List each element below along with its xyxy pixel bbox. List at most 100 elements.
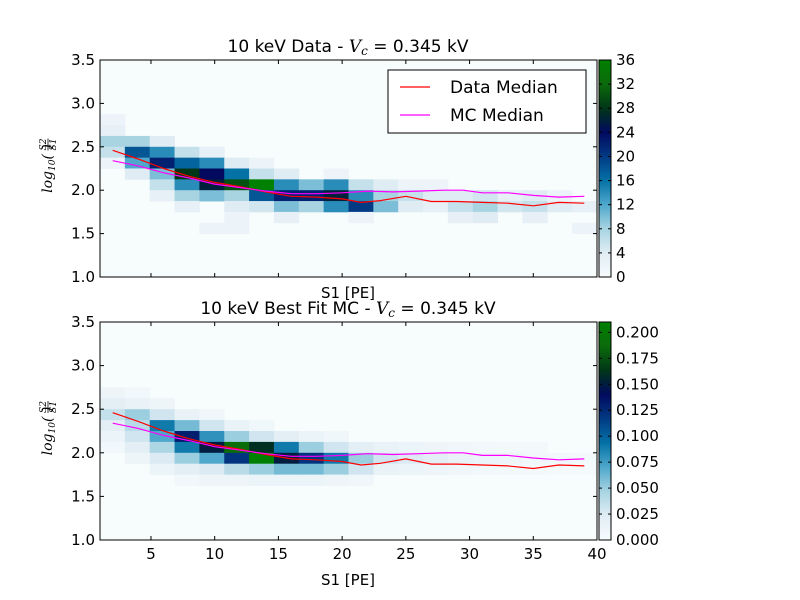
heatmap-cell bbox=[696, 201, 721, 212]
heatmap-cell bbox=[398, 179, 424, 191]
heatmap-cell bbox=[124, 452, 151, 465]
heatmap-cell bbox=[348, 463, 374, 475]
heatmap-cell bbox=[547, 452, 573, 465]
heatmap-cell bbox=[124, 146, 151, 159]
colorbar-tick-label: 0.200 bbox=[616, 323, 659, 341]
heatmap-cell bbox=[249, 201, 275, 213]
colorbar: 0 4 8 12 16 20 24 28 32 36 bbox=[598, 51, 635, 286]
legend-label: MC Median bbox=[450, 106, 544, 126]
heatmap-cell bbox=[273, 441, 300, 454]
heatmap-cell bbox=[348, 201, 374, 213]
heatmap-cell bbox=[124, 157, 151, 169]
heatmap-cell bbox=[199, 431, 225, 443]
heatmap-cell bbox=[224, 179, 250, 191]
heatmap-cell bbox=[572, 201, 597, 213]
heatmap-cell bbox=[497, 463, 523, 475]
y-axis-label: log10( )S2 S1 bbox=[39, 138, 59, 193]
heatmap-cell bbox=[398, 190, 424, 202]
x-tick-label: 25 bbox=[396, 545, 415, 563]
heatmap-cell bbox=[273, 463, 300, 475]
heatmap-cell bbox=[224, 431, 250, 443]
heatmap-cell bbox=[323, 474, 349, 486]
data-median-line bbox=[112, 412, 585, 470]
heatmap-cell bbox=[100, 398, 126, 410]
y-tick-label: 3.0 bbox=[71, 357, 95, 375]
heatmap-cell bbox=[249, 463, 275, 475]
heatmap-cell bbox=[373, 179, 399, 191]
heatmap-cell bbox=[199, 409, 225, 421]
heatmap-cell bbox=[249, 452, 275, 465]
heatmap-cell bbox=[174, 409, 200, 421]
mc-median-line bbox=[112, 422, 585, 461]
heatmap-cell bbox=[348, 179, 374, 191]
colorbar-tick-label: 20 bbox=[616, 147, 635, 165]
heatmap-cell bbox=[124, 135, 151, 148]
heatmap-cell bbox=[149, 168, 175, 180]
heatmap-cell bbox=[224, 157, 250, 169]
heatmap-cell bbox=[149, 452, 175, 465]
heatmap-cell bbox=[100, 146, 126, 159]
x-tick-label: 5 bbox=[146, 545, 156, 563]
heatmap-cell bbox=[447, 463, 474, 475]
colorbar-tick-label: 16 bbox=[616, 172, 635, 190]
heatmap-cell bbox=[423, 463, 449, 475]
heatmap-cell bbox=[273, 431, 300, 443]
heatmap-cell bbox=[721, 201, 746, 212]
heatmap-cell bbox=[199, 420, 225, 432]
heatmap-cell bbox=[100, 114, 126, 126]
heatmap-cell bbox=[447, 190, 474, 202]
heatmap-cell bbox=[423, 201, 449, 213]
y-tick-label: 2.5 bbox=[71, 400, 95, 418]
heatmap-cell bbox=[199, 157, 225, 169]
heatmap-cell bbox=[423, 452, 449, 465]
heatmap-cell bbox=[298, 452, 325, 465]
colorbar-tick-label: 32 bbox=[616, 75, 635, 93]
heatmap-cell bbox=[298, 431, 325, 443]
heatmap-cell bbox=[149, 190, 175, 202]
heatmap-cell bbox=[373, 441, 399, 454]
heatmap-cell bbox=[447, 201, 474, 213]
heatmap-cell bbox=[472, 452, 498, 465]
heatmap-cell bbox=[199, 179, 225, 191]
heatmap-cell bbox=[423, 190, 449, 202]
heatmap-cell bbox=[472, 211, 498, 224]
axes-frame bbox=[99, 59, 598, 278]
heatmap-cell bbox=[298, 463, 325, 475]
y-axis-label-fraction: S2 S1 bbox=[39, 401, 59, 413]
heatmap-cell bbox=[174, 420, 200, 432]
heatmap-cell bbox=[100, 125, 126, 137]
y-tick-label: 1.0 bbox=[71, 531, 95, 549]
heatmap-cell bbox=[323, 201, 349, 213]
colorbar-scale bbox=[598, 59, 612, 278]
heatmap-cell bbox=[174, 190, 200, 202]
heatmap-cell bbox=[249, 157, 275, 169]
heatmap-cell bbox=[373, 452, 399, 465]
heatmap-cell bbox=[497, 452, 523, 465]
heatmap-cell bbox=[298, 190, 325, 202]
heatmap-cell bbox=[249, 190, 275, 202]
heatmap-cell bbox=[323, 168, 349, 180]
heatmap-cell bbox=[224, 474, 250, 486]
heatmap-cell bbox=[249, 168, 275, 180]
heatmap-cell bbox=[398, 201, 424, 213]
heatmap-cell bbox=[124, 387, 151, 399]
heatmap-cell bbox=[497, 201, 523, 213]
colorbar-tick-label: 28 bbox=[616, 99, 635, 117]
heatmap-cell bbox=[124, 409, 151, 421]
y-tick-label: 3.5 bbox=[71, 51, 95, 69]
heatmap-cell bbox=[100, 441, 126, 454]
heatmap-cell bbox=[149, 463, 175, 475]
heatmap-cell bbox=[199, 190, 225, 202]
heatmap-cell bbox=[224, 201, 250, 213]
heatmap-cell bbox=[447, 452, 474, 465]
heatmap-cell bbox=[771, 190, 796, 201]
heatmap-cell bbox=[447, 211, 474, 224]
colorbar-tick-label: 0 bbox=[616, 268, 626, 286]
heatmap-cell bbox=[199, 168, 225, 180]
heatmap-cell bbox=[149, 146, 175, 159]
panel-1: 1.0 1.5 2.0 2.5 3.0 3.5 10 keV Data - Vc = 0.3… bbox=[39, 37, 796, 302]
chart-title: 10 keV Best Fit MC - Vc = 0.345 kV bbox=[200, 299, 496, 320]
y-axis-label: log10( )S2 S1 bbox=[39, 401, 59, 456]
heatmap-cell bbox=[100, 420, 126, 432]
heatmap-cell bbox=[472, 201, 498, 213]
